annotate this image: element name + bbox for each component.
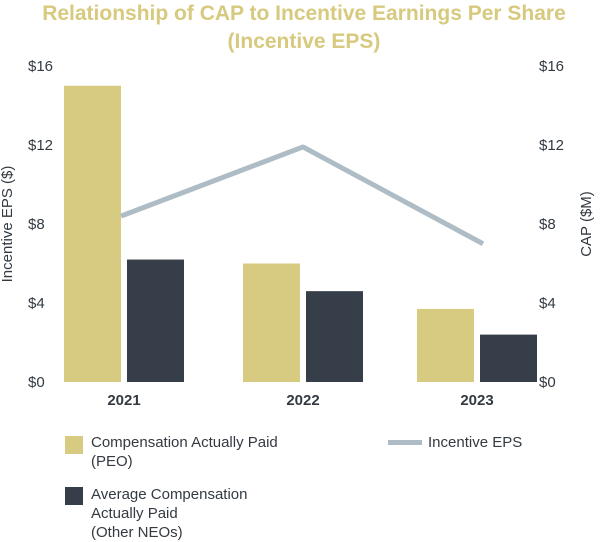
x-axis-label-2022: 2022 (286, 392, 319, 409)
x-axis-label-2021: 2021 (107, 392, 140, 409)
legend-eps-label: Incentive EPS (428, 434, 523, 451)
left-axis-tick: $0 (28, 374, 45, 391)
legend-peo-line2: (PEO) (91, 453, 133, 470)
incentive-eps-line (120, 144, 485, 246)
bar-peo-2021 (64, 85, 121, 382)
right-axis-tick: $16 (539, 58, 564, 75)
legend-neo-line3: (Other NEOs) (91, 524, 183, 541)
left-axis-tick: $12 (28, 137, 53, 154)
legend-peo-line1: Compensation Actually Paid (91, 434, 278, 451)
chart-title: Relationship of CAP to Incentive Earning… (0, 0, 608, 56)
bar-neo-2022 (306, 291, 363, 382)
right-axis-tick: $8 (539, 216, 556, 233)
legend-neo-line2: Actually Paid (91, 505, 178, 522)
chart-subtitle: (Incentive EPS) (227, 30, 381, 53)
bar-neo-2021 (127, 259, 184, 382)
legend-swatch-neo (65, 487, 83, 505)
chart-title-line1: Relationship of CAP to Incentive Earning… (42, 2, 566, 25)
legend-label-neo: Average Compensation Actually Paid (Othe… (91, 485, 248, 542)
left-axis-label: Incentive EPS ($) (0, 166, 16, 283)
legend-label-eps: Incentive EPS (428, 433, 522, 452)
right-axis-label: CAP ($M) (578, 191, 595, 257)
bar-neo-2023 (480, 334, 537, 382)
right-axis-tick: $4 (539, 295, 556, 312)
legend-swatch-peo (65, 436, 83, 454)
right-axis-tick: $12 (539, 137, 564, 154)
right-axis-tick: $0 (539, 374, 556, 391)
bar-peo-2022 (243, 263, 300, 382)
bar-peo-2023 (417, 308, 474, 382)
left-axis-tick: $4 (28, 295, 45, 312)
legend-swatch-eps (388, 440, 422, 445)
legend-neo-line1: Average Compensation (91, 486, 248, 503)
legend-label-peo: Compensation Actually Paid (PEO) (91, 433, 278, 471)
x-axis-label-2023: 2023 (460, 392, 493, 409)
left-axis-tick: $16 (28, 58, 53, 75)
left-axis-tick: $8 (28, 216, 45, 233)
